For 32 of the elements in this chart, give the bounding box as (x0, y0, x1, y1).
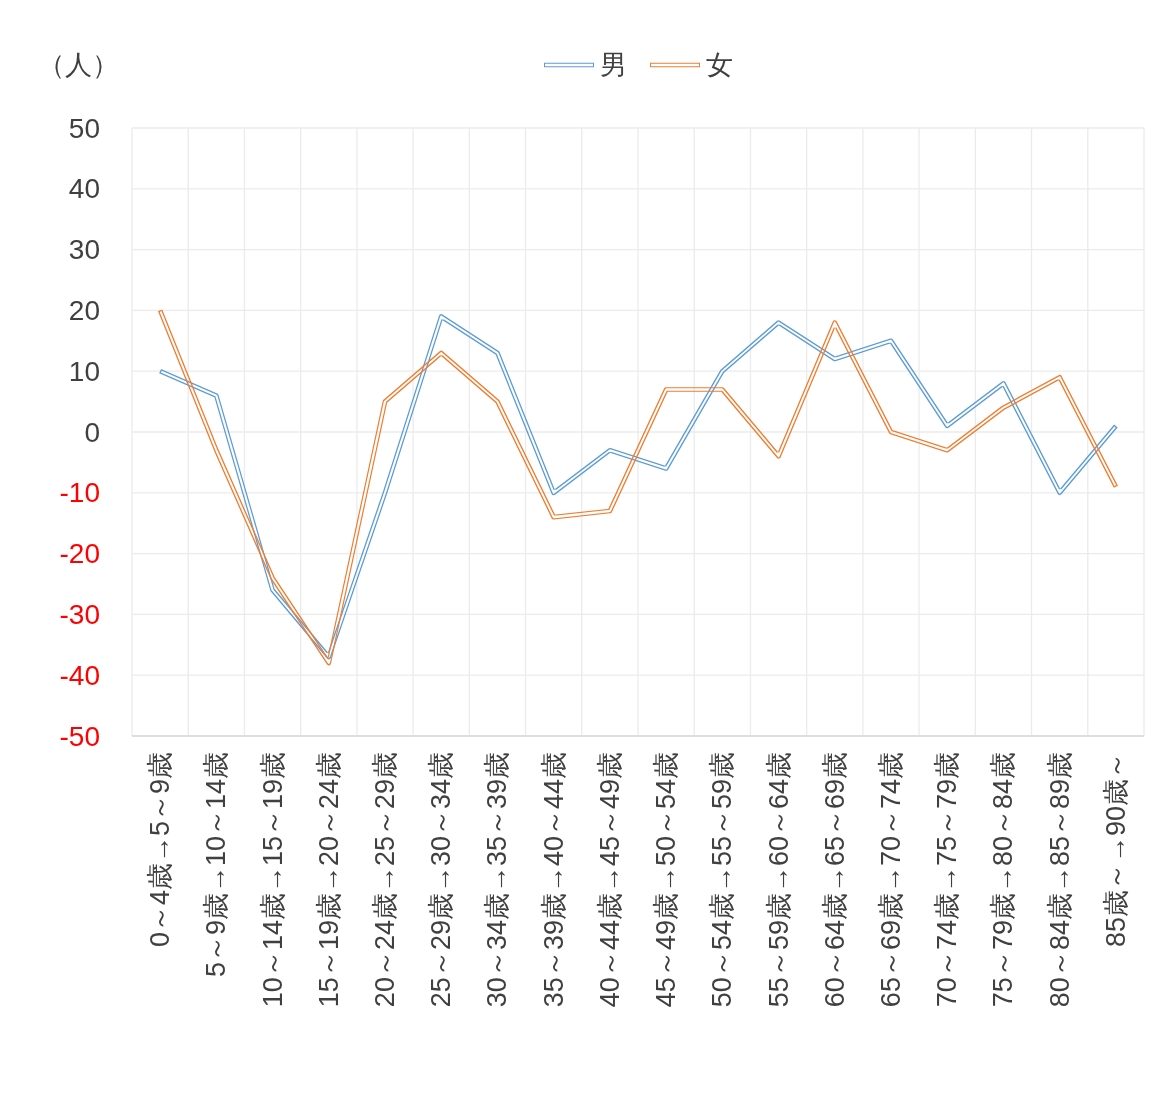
x-tick-label: 70～74歳→75～79歳 (932, 752, 963, 1008)
x-tick-label: 10～14歳→15～19歳 (257, 752, 288, 1008)
x-tick-label: 35～39歳→40～44歳 (538, 752, 569, 1008)
x-tick-label: 60～64歳→65～69歳 (819, 752, 850, 1008)
y-tick-label: 40 (68, 173, 100, 205)
x-tick-label: 40～44歳→45～49歳 (594, 752, 625, 1008)
x-tick-label: 50～54歳→55～59歳 (707, 752, 738, 1008)
x-tick-label: 80～84歳→85～89歳 (1044, 752, 1075, 1008)
x-tick-label: 25～29歳→30～34歳 (426, 752, 457, 1008)
x-tick-label: 85歳～→90歳～ (1100, 752, 1131, 948)
x-tick-label: 15～19歳→20～24歳 (313, 752, 344, 1008)
x-tick-label: 20～24歳→25～29歳 (370, 752, 400, 1008)
y-tick-label: 30 (68, 234, 100, 266)
y-tick-label: 10 (68, 355, 100, 387)
y-tick-label: -20 (59, 538, 100, 570)
y-tick-label: 20 (68, 294, 100, 326)
x-tick-label: 5～9歳→10～14歳 (201, 752, 232, 978)
legend-label: 男 (600, 50, 627, 80)
x-tick-label: 75～79歳→80～84歳 (988, 752, 1019, 1008)
y-tick-label: 50 (68, 112, 100, 144)
y-tick-label: -50 (59, 720, 100, 752)
legend-label: 女 (706, 50, 733, 80)
y-tick-label: 0 (84, 416, 100, 448)
x-tick-label: 45～49歳→50～54歳 (651, 752, 682, 1008)
y-tick-label: -30 (59, 598, 100, 630)
x-tick-label: 30～34歳→35～39歳 (482, 752, 513, 1008)
x-tick-label: 0～4歳→5～9歳 (145, 752, 176, 948)
x-tick-label: 65～69歳→70～74歳 (876, 752, 906, 1008)
y-axis-title: （人） (37, 50, 119, 80)
y-tick-label: -40 (59, 659, 100, 691)
y-tick-label: -10 (59, 477, 100, 509)
x-tick-label: 55～59歳→60～64歳 (763, 752, 794, 1008)
